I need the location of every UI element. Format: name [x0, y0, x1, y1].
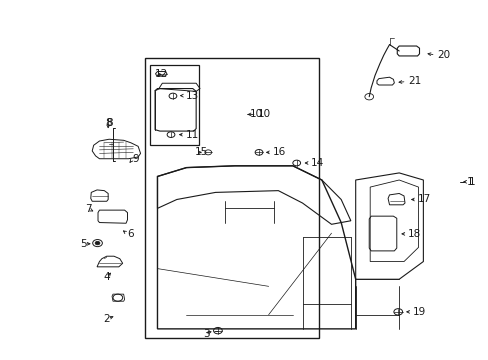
Text: 17: 17 — [417, 194, 430, 204]
Bar — [145, 58, 319, 338]
Text: 10: 10 — [249, 109, 262, 120]
Text: 9: 9 — [132, 154, 139, 165]
Text: 1: 1 — [466, 177, 472, 187]
Text: 13: 13 — [185, 91, 198, 101]
Text: 5: 5 — [80, 239, 87, 249]
Text: 1: 1 — [468, 177, 475, 187]
Text: 18: 18 — [407, 229, 420, 239]
Circle shape — [95, 241, 100, 245]
Text: 12: 12 — [155, 69, 168, 79]
Text: 6: 6 — [127, 229, 134, 239]
Text: 14: 14 — [310, 158, 324, 168]
Text: 2: 2 — [103, 314, 110, 324]
Text: 4: 4 — [103, 273, 110, 283]
Bar — [150, 65, 198, 145]
Text: 7: 7 — [85, 204, 92, 214]
Text: 16: 16 — [272, 147, 285, 157]
Text: 19: 19 — [412, 307, 425, 317]
Text: 3: 3 — [203, 329, 210, 339]
Text: 8: 8 — [105, 118, 112, 127]
Text: 21: 21 — [407, 76, 420, 86]
Text: 10: 10 — [258, 109, 271, 120]
Text: 15: 15 — [195, 147, 208, 157]
Text: 20: 20 — [436, 50, 449, 60]
Text: 8: 8 — [104, 118, 111, 127]
Text: 11: 11 — [185, 130, 198, 140]
